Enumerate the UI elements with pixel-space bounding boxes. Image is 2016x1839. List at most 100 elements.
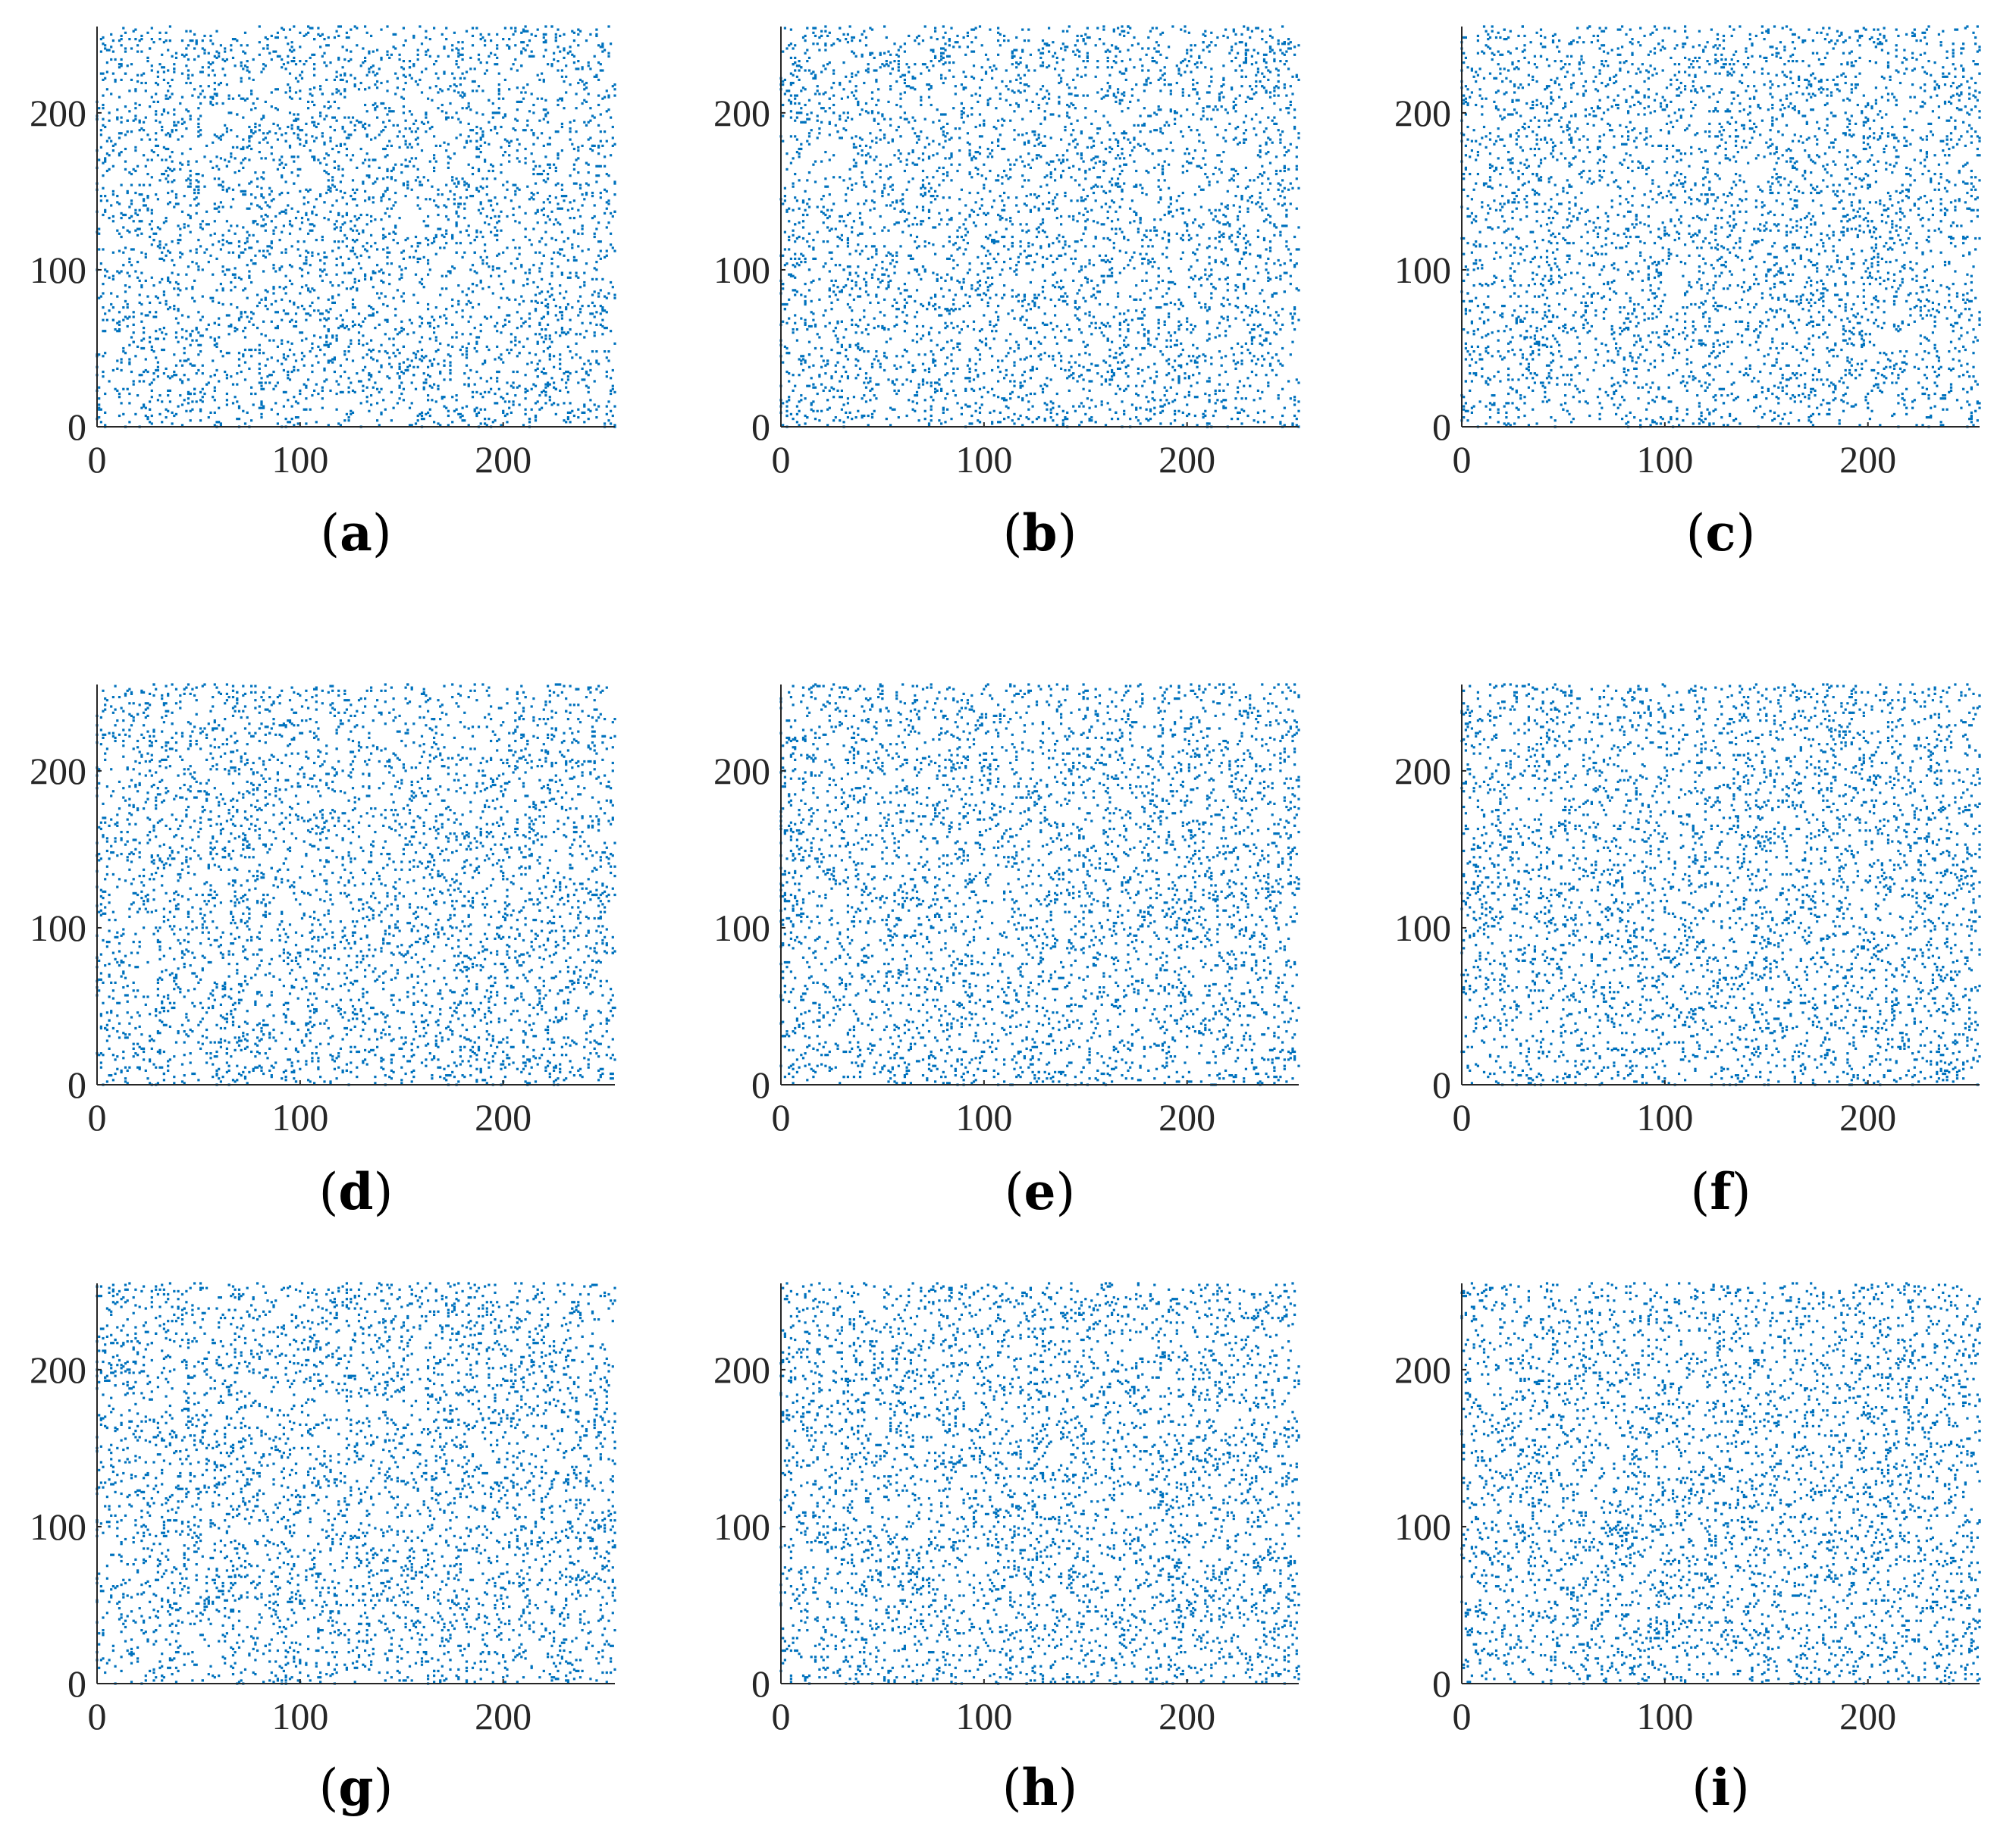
scatter-point (127, 303, 129, 305)
scatter-point (406, 187, 409, 190)
scatter-point (538, 333, 541, 335)
scatter-point (411, 146, 413, 149)
scatter-point (419, 341, 421, 343)
scatter-point (817, 120, 819, 122)
scatter-point (544, 231, 547, 233)
scatter-point (1089, 262, 1091, 265)
scatter-point (889, 54, 892, 56)
scatter-point (220, 248, 222, 250)
scatter-point (550, 377, 553, 379)
scatter-point (342, 281, 344, 284)
scatter-point (368, 86, 370, 89)
scatter-point (513, 63, 515, 65)
scatter-point (557, 183, 559, 185)
scatter-point (496, 33, 498, 36)
scatter-point (490, 39, 492, 42)
scatter-point (451, 176, 453, 178)
scatter-point (336, 91, 338, 93)
scatter-point (380, 292, 382, 294)
scatter-point (289, 378, 291, 381)
scatter-point (364, 199, 366, 202)
scatter-point (362, 245, 364, 247)
scatter-point (384, 333, 387, 335)
scatter-point (295, 217, 297, 219)
scatter-point (1026, 195, 1028, 197)
scatter-point (1251, 343, 1253, 345)
scatter-point (1290, 283, 1292, 285)
scatter-point (445, 318, 447, 320)
scatter-point (146, 418, 149, 420)
scatter-point (475, 111, 478, 114)
scatter-point (427, 308, 429, 310)
scatter-point (116, 270, 118, 272)
scatter-point (582, 228, 584, 230)
scatter-point (541, 336, 543, 338)
scatter-point (549, 167, 551, 169)
scatter-point (606, 413, 608, 415)
scatter-point (472, 290, 474, 293)
scatter-point (309, 230, 312, 232)
scatter-point (514, 336, 516, 338)
scatter-point (435, 60, 437, 62)
scatter-point (606, 208, 608, 210)
scatter-point (271, 105, 273, 108)
scatter-point (1090, 280, 1093, 282)
scatter-point (472, 283, 474, 285)
scatter-point (916, 402, 918, 404)
scatter-point (366, 400, 368, 403)
scatter-point (281, 66, 283, 68)
scatter-point (486, 256, 488, 258)
scatter-point (289, 111, 291, 114)
scatter-point (236, 328, 238, 331)
scatter-point (451, 73, 453, 75)
scatter-point (337, 284, 340, 287)
scatter-point (1095, 110, 1097, 112)
scatter-point (134, 270, 136, 272)
scatter-point (102, 107, 104, 109)
scatter-point (510, 199, 513, 202)
scatter-point (287, 341, 289, 343)
scatter-point (403, 328, 405, 331)
scatter-point (364, 275, 366, 277)
scatter-point (181, 152, 183, 155)
scatter-point (315, 384, 318, 386)
scatter-point (124, 148, 127, 150)
scatter-point (106, 270, 108, 272)
scatter-point (469, 268, 472, 271)
scatter-point (323, 262, 325, 265)
scatter-point (567, 277, 569, 279)
scatter-point (594, 403, 596, 406)
scatter-point (394, 179, 397, 181)
scatter-point (122, 388, 124, 390)
scatter-point (157, 337, 159, 340)
scatter-point (325, 274, 328, 276)
scatter-point (139, 209, 141, 211)
scatter-point (875, 104, 877, 106)
scatter-point (386, 113, 388, 115)
scatter-point (328, 218, 330, 221)
scatter-point (468, 343, 470, 345)
scatter-point (1285, 60, 1287, 62)
scatter-point (303, 240, 306, 243)
scatter-point (238, 170, 240, 172)
scatter-point (820, 107, 823, 109)
scatter-point (595, 278, 597, 280)
scatter-point (368, 158, 370, 161)
scatter-point (199, 319, 202, 321)
scatter-point (325, 64, 328, 67)
scatter-point (412, 123, 415, 125)
scatter-point (343, 96, 346, 99)
scatter-point (431, 387, 433, 389)
scatter-point (579, 333, 582, 335)
scatter-point (481, 236, 484, 238)
scatter-point (1077, 152, 1079, 155)
scatter-point (323, 105, 325, 108)
scatter-point (250, 355, 252, 357)
scatter-point (197, 173, 199, 175)
scatter-point (514, 44, 516, 46)
scatter-point (323, 252, 325, 254)
scatter-point (218, 211, 220, 213)
scatter-point (399, 366, 401, 368)
scatter-point (565, 371, 567, 373)
scatter-point (462, 353, 464, 356)
